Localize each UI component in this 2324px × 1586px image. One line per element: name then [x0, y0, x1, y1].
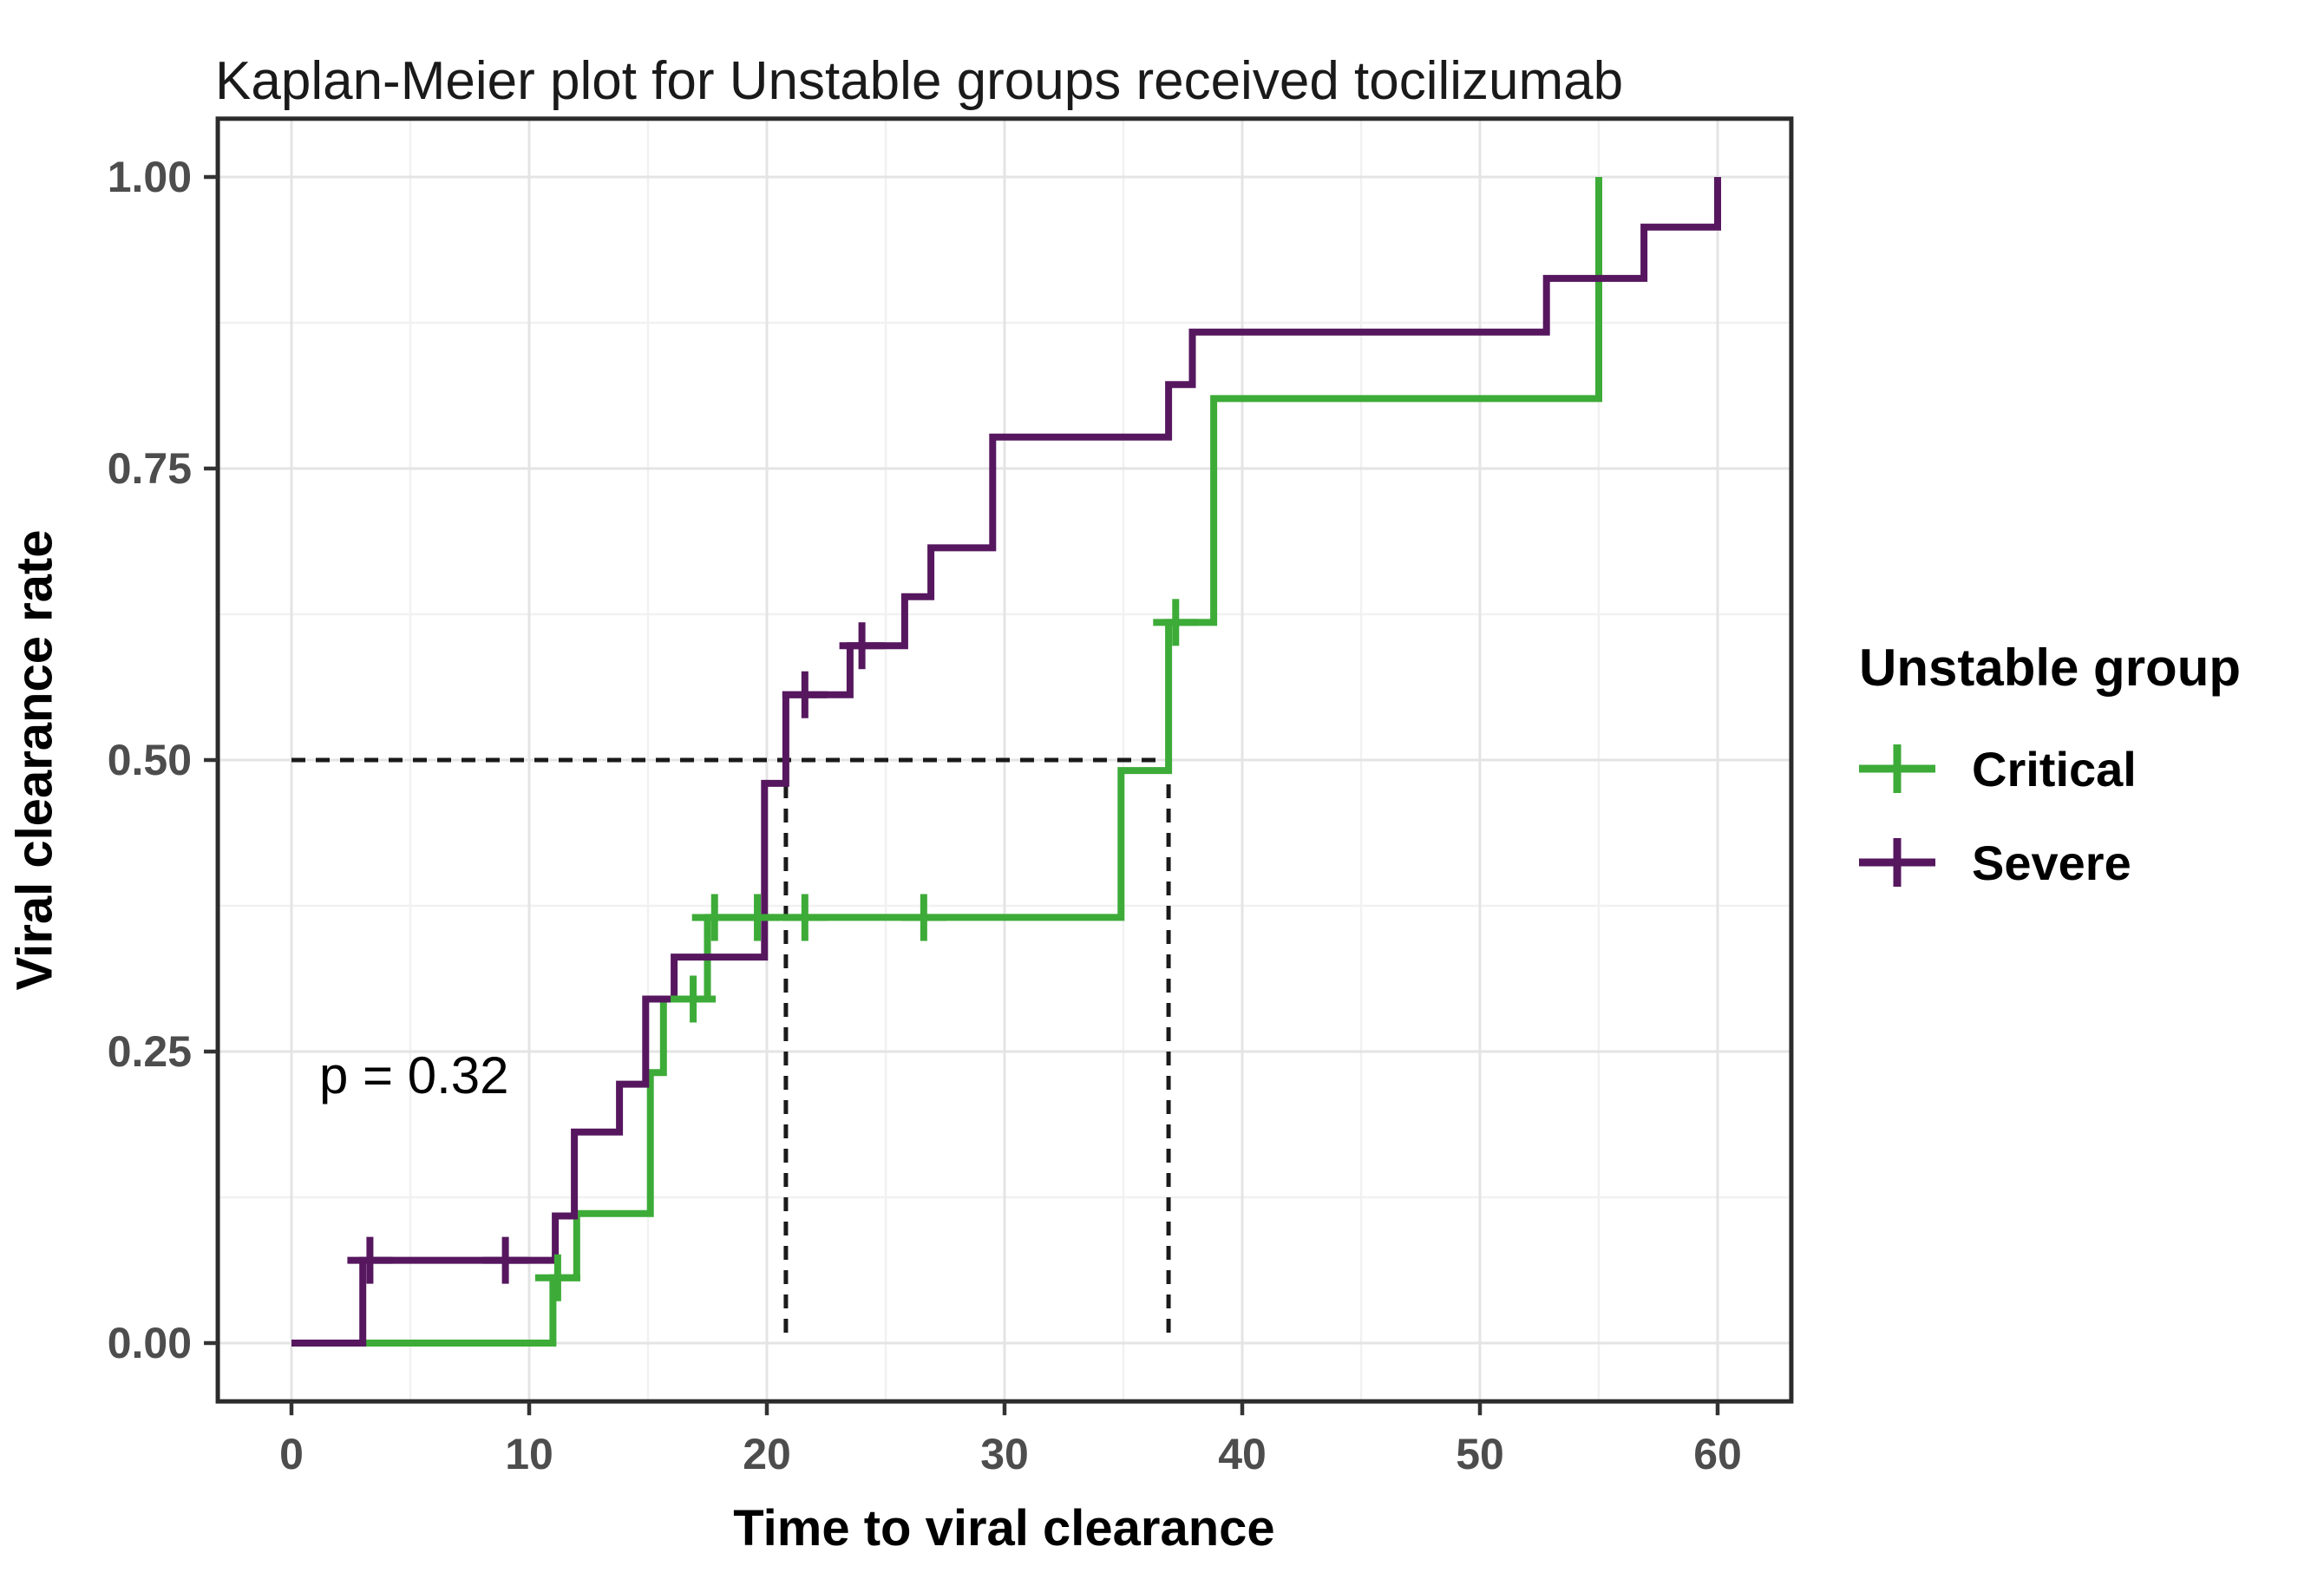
legend-item-critical: Critical [1859, 741, 2319, 796]
chart-title: Kaplan-Meier plot for Unstable groups re… [215, 51, 1624, 111]
legend-title: Unstable group [1859, 639, 2242, 697]
legend-label-severe: Severe [1972, 835, 2131, 890]
x-tick-label: 40 [1218, 1430, 1267, 1478]
critical-key-icon [1859, 744, 1935, 793]
y-axis-title: Viral clearance rate [6, 529, 63, 991]
severe-censor-marks [347, 622, 885, 1284]
p-value-annotation: p = 0.32 [319, 1046, 509, 1104]
severe-curve [291, 177, 1721, 1347]
legend: Unstable group Critical Severe [1859, 638, 2319, 930]
x-tick-label: 60 [1693, 1430, 1742, 1478]
axis-ticks: 0 10 20 30 40 50 60 0.00 0.25 0.50 0.75 1.00 [108, 153, 1742, 1478]
severe-key-icon [1859, 838, 1935, 887]
y-tick-label: 0.50 [108, 736, 192, 784]
x-axis-title: Time to viral clearance [733, 1500, 1275, 1557]
y-tick-label: 0.00 [108, 1319, 192, 1367]
x-tick-label: 50 [1456, 1430, 1504, 1478]
legend-item-severe: Severe [1859, 835, 2319, 890]
x-tick-label: 10 [505, 1430, 553, 1478]
y-tick-label: 1.00 [108, 153, 192, 201]
x-tick-label: 0 [279, 1430, 304, 1478]
y-tick-label: 0.75 [108, 444, 192, 493]
y-tick-label: 0.25 [108, 1027, 192, 1076]
x-tick-label: 20 [743, 1430, 791, 1478]
x-tick-label: 30 [980, 1430, 1029, 1478]
legend-label-critical: Critical [1972, 741, 2137, 796]
median-guides [291, 757, 1171, 1343]
critical-censor-marks [534, 599, 1199, 1301]
